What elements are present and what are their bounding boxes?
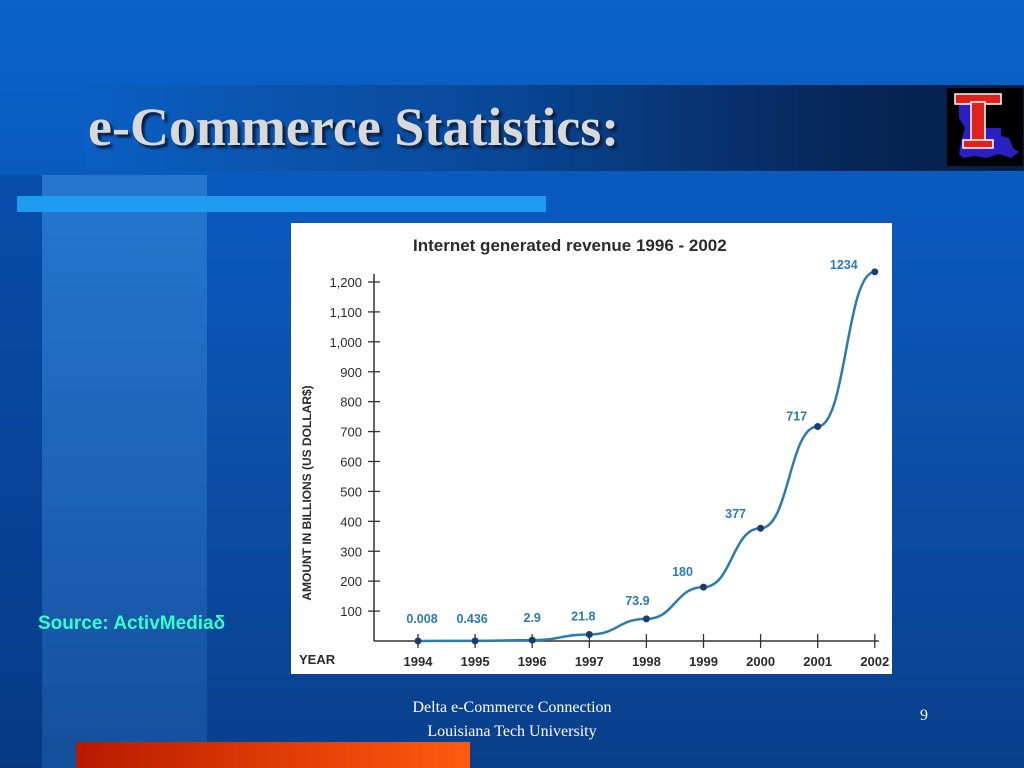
data-point <box>414 637 422 645</box>
data-point <box>528 636 536 644</box>
data-point <box>871 268 879 276</box>
data-label: 0.008 <box>406 612 437 626</box>
data-label: 1234 <box>830 258 858 272</box>
y-tick-label: 1,100 <box>329 305 362 320</box>
y-tick-label: 900 <box>340 365 362 380</box>
chart-title: Internet generated revenue 1996 - 2002 <box>413 236 727 255</box>
louisiana-state-t-icon <box>954 93 1019 158</box>
data-label: 2.9 <box>524 611 541 625</box>
x-tick-label: 2000 <box>746 654 775 669</box>
x-tick-label: 1995 <box>461 654 490 669</box>
revenue-chart: Internet generated revenue 1996 - 2002 A… <box>299 236 889 669</box>
data-point <box>814 422 822 430</box>
y-tick-label: 300 <box>340 544 362 559</box>
accent-bar <box>17 196 546 212</box>
y-tick-label: 700 <box>340 425 362 440</box>
x-tick-label: 2002 <box>860 654 889 669</box>
y-tick-label: 1,000 <box>329 335 362 350</box>
x-tick-label: 1994 <box>404 654 434 669</box>
data-label: 73.9 <box>625 594 649 608</box>
data-label: 717 <box>786 409 807 423</box>
footer-line-1: Delta e-Commerce Connection <box>412 699 612 716</box>
louisiana-tech-logo <box>947 88 1023 166</box>
data-label: 21.8 <box>571 609 595 623</box>
y-tick-label: 100 <box>340 604 362 619</box>
data-point <box>700 583 707 591</box>
title-band <box>85 85 1024 171</box>
x-tick-label: 1996 <box>518 654 547 669</box>
x-tick-label: 2001 <box>803 654 832 669</box>
data-point <box>757 524 765 532</box>
data-point <box>585 630 593 638</box>
y-tick-label: 1,200 <box>329 275 362 290</box>
source-note: Source: ActivMediaδ <box>38 613 226 634</box>
footer: Delta e-Commerce Connection Louisiana Te… <box>362 696 662 744</box>
x-tick-label: 1998 <box>632 654 661 669</box>
y-tick-label: 800 <box>340 395 362 410</box>
background-stripe-dark <box>0 175 42 768</box>
y-tick-label: 500 <box>340 484 362 499</box>
footer-line-2: Louisiana Tech University <box>427 723 597 740</box>
data-label: 180 <box>672 565 693 579</box>
background-stripe <box>42 175 207 768</box>
data-label: 0.436 <box>456 612 487 626</box>
series-line <box>417 270 876 643</box>
page-number: 9 <box>920 707 928 724</box>
bottom-accent-bar <box>76 742 470 768</box>
data-point <box>471 637 479 645</box>
page-title: e-Commerce Statistics: <box>88 97 620 157</box>
x-tick-label: 1997 <box>575 654 604 669</box>
chart-card: Internet generated revenue 1996 - 2002 A… <box>291 223 892 674</box>
x-tick-label: 1999 <box>689 654 718 669</box>
y-tick-label: 200 <box>340 574 362 589</box>
data-label: 377 <box>725 507 746 521</box>
x-axis-label: YEAR <box>299 652 336 667</box>
y-tick-label: 400 <box>340 514 362 529</box>
y-tick-label: 600 <box>340 455 362 470</box>
y-axis-label: AMOUNT IN BILLIONS (US DOLLAR$) <box>300 385 314 600</box>
data-point <box>642 615 650 623</box>
